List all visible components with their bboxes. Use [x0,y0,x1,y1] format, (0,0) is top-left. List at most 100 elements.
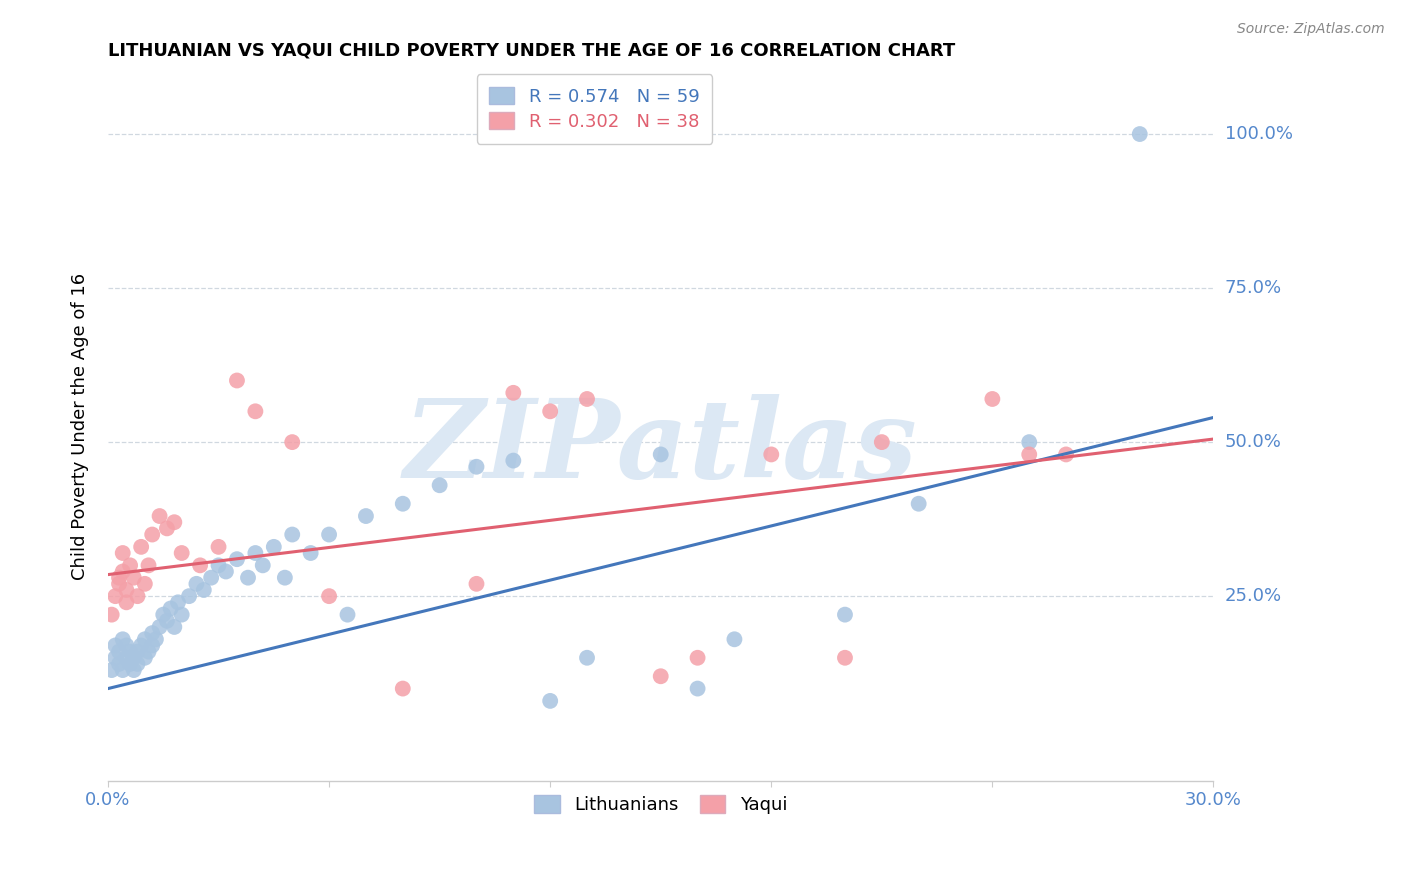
Point [1054,447,1077,461]
Point [207,558,229,573]
Point [281,527,304,541]
Point [177,589,200,603]
Point [723,632,745,647]
Text: LITHUANIAN VS YAQUI CHILD POVERTY UNDER THE AGE OF 16 CORRELATION CHART: LITHUANIAN VS YAQUI CHILD POVERTY UNDER … [108,42,955,60]
Point [336,607,359,622]
Point [186,577,208,591]
Point [576,392,599,406]
Point [686,681,709,696]
Point [100,663,122,677]
Point [159,601,181,615]
Point [870,435,893,450]
Legend: Lithuanians, Yaqui: Lithuanians, Yaqui [523,785,799,825]
Text: 25.0%: 25.0% [1225,587,1282,605]
Point [120,558,142,573]
Point [134,577,156,591]
Point [245,404,267,418]
Point [115,639,138,653]
Point [226,552,249,566]
Point [122,663,145,677]
Point [188,558,211,573]
Point [236,571,259,585]
Point [465,459,488,474]
Point [907,497,929,511]
Y-axis label: Child Poverty Under the Age of 16: Child Poverty Under the Age of 16 [72,273,89,581]
Point [1018,447,1040,461]
Point [115,650,138,665]
Point [120,657,142,671]
Point [145,632,167,647]
Point [134,632,156,647]
Point [465,577,488,591]
Point [163,515,186,529]
Point [111,632,134,647]
Point [120,644,142,658]
Point [122,571,145,585]
Point [138,644,160,658]
Point [104,639,127,653]
Point [127,657,149,671]
Point [104,589,127,603]
Point [650,447,672,461]
Point [226,374,249,388]
Point [170,546,193,560]
Point [263,540,285,554]
Point [111,546,134,560]
Point [104,650,127,665]
Point [318,589,340,603]
Point [122,650,145,665]
Point [108,657,131,671]
Point [138,558,160,573]
Point [650,669,672,683]
Point [152,607,174,622]
Point [129,540,152,554]
Point [111,663,134,677]
Point [761,447,783,461]
Point [391,497,413,511]
Point [193,582,215,597]
Point [127,589,149,603]
Point [156,521,179,535]
Point [141,527,163,541]
Point [127,644,149,658]
Point [167,595,190,609]
Point [429,478,451,492]
Point [1018,435,1040,450]
Point [538,404,561,418]
Point [108,577,131,591]
Point [141,626,163,640]
Point [115,595,138,609]
Point [200,571,222,585]
Text: Source: ZipAtlas.com: Source: ZipAtlas.com [1237,22,1385,37]
Point [391,681,413,696]
Point [115,582,138,597]
Point [576,650,599,665]
Point [156,614,179,628]
Point [538,694,561,708]
Point [108,644,131,658]
Text: ZIPatlas: ZIPatlas [404,394,918,501]
Point [686,650,709,665]
Point [981,392,1004,406]
Point [148,620,170,634]
Point [100,607,122,622]
Point [834,607,856,622]
Point [134,650,156,665]
Point [148,509,170,524]
Point [141,639,163,653]
Point [111,565,134,579]
Point [318,527,340,541]
Text: 75.0%: 75.0% [1225,279,1282,297]
Point [502,453,524,467]
Point [163,620,186,634]
Point [108,571,131,585]
Point [129,639,152,653]
Point [834,650,856,665]
Text: 50.0%: 50.0% [1225,434,1281,451]
Point [1129,127,1152,141]
Text: 100.0%: 100.0% [1225,125,1292,143]
Point [281,435,304,450]
Point [299,546,322,560]
Point [274,571,297,585]
Point [502,385,524,400]
